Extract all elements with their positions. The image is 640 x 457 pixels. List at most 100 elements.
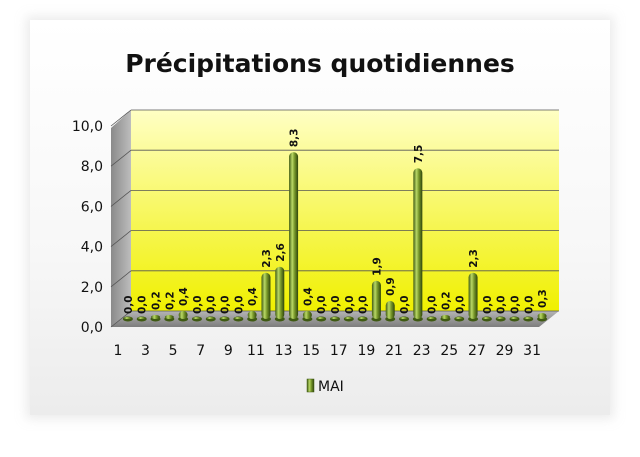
x-tick-label: 21 [385,343,403,359]
x-tick-label: 1 [113,343,122,359]
bar [261,272,271,319]
gridline-side [110,230,132,247]
data-label: 0,2 [440,291,452,310]
bar [454,317,464,319]
bar [275,266,285,319]
data-label: 0,0 [523,295,535,314]
x-tick-label: 11 [247,343,265,359]
x-tick-label: 5 [169,343,178,359]
bar [137,317,147,319]
x-tick-label: 15 [302,343,320,359]
side-wall [111,110,131,327]
data-label: 0,0 [454,295,466,314]
data-label: 1,9 [371,257,383,276]
bar [151,314,161,319]
data-label: 0,0 [399,295,411,314]
bar [523,317,533,319]
data-label: 0,0 [344,295,356,314]
data-label: 0,2 [164,291,176,310]
data-label: 0,2 [151,291,163,310]
legend-label: MAI [318,379,344,395]
y-tick-label: 6,0 [81,199,103,215]
data-label: 0,0 [427,295,439,314]
data-label: 0,0 [123,295,135,314]
legend-swatch [306,378,315,393]
bar [482,317,492,319]
bar [247,310,257,319]
chart-title: Précipitations quotidiennes [125,49,515,78]
data-label: 2,3 [261,249,273,268]
bar [371,280,381,319]
x-tick-label: 3 [141,343,150,359]
bar [302,310,312,319]
legend: MAI [306,378,344,395]
bar [385,300,395,319]
gridline-side [110,109,132,127]
data-label: 0,0 [316,295,328,314]
bar [233,317,243,319]
data-label: 2,3 [468,249,480,268]
bars [122,152,548,322]
bar [178,310,188,319]
data-label: 0,0 [233,295,245,314]
data-label: 0,0 [496,295,508,314]
y-tick-label: 0,0 [81,320,103,336]
bar [399,317,409,319]
bar [330,317,340,319]
back-wall [131,110,559,311]
x-tick-label: 7 [196,343,205,359]
bar [206,317,216,319]
data-label: 0,4 [247,287,259,306]
bar [164,314,174,319]
x-tick-label: 17 [330,343,348,359]
bar [220,317,230,319]
y-tick-label: 10,0 [72,119,103,135]
x-tick-label: 27 [468,343,486,359]
x-tick-label: 9 [224,343,233,359]
bar [289,152,299,319]
data-label: 0,4 [178,287,190,306]
data-label: 2,6 [275,243,287,262]
x-tick-label: 19 [358,343,376,359]
data-label: 0,0 [206,295,218,314]
gridlines [110,109,559,328]
y-axis-ticks: 0,0 2,0 4,0 6,0 8,0 10,0 [72,119,103,336]
gridline-side [110,190,132,207]
gridline-side [110,149,132,167]
data-label: 0,0 [482,295,494,314]
bar [427,317,437,319]
bar [358,317,368,319]
bar [440,314,450,319]
bar [316,317,326,319]
bar [509,317,519,319]
gridline-side [110,310,132,328]
data-label: 0,0 [330,295,342,314]
y-tick-label: 4,0 [81,240,103,256]
x-tick-label: 31 [523,343,541,359]
x-tick-label: 29 [496,343,514,359]
x-axis-ticks: 1 3 5 7 9 11 13 15 17 19 21 23 25 27 29 31 [113,343,541,359]
data-label: 0,0 [358,295,370,314]
x-tick-label: 23 [413,343,431,359]
gridline-side [110,270,132,288]
y-tick-label: 8,0 [81,159,103,175]
data-label: 7,5 [413,145,425,164]
bar [123,317,133,319]
y-tick-label: 2,0 [81,280,103,296]
data-label: 0,4 [302,287,314,306]
x-tick-label: 13 [275,343,293,359]
data-labels: 0,0 0,0 0,2 0,2 0,4 0,0 0,0 0,0 0,0 0,42,3 2,68,30… [123,129,549,314]
data-label: 0,0 [509,295,521,314]
bar [344,317,354,319]
data-label: 8,3 [289,129,301,148]
data-label: 0,0 [192,295,204,314]
data-label: 0,0 [220,295,232,314]
bar [468,272,478,319]
bar [537,312,547,319]
data-label: 0,9 [385,277,397,296]
bar [413,168,423,319]
bar [496,317,506,319]
data-label: 0,0 [137,295,149,314]
data-label: 0,3 [537,289,549,308]
